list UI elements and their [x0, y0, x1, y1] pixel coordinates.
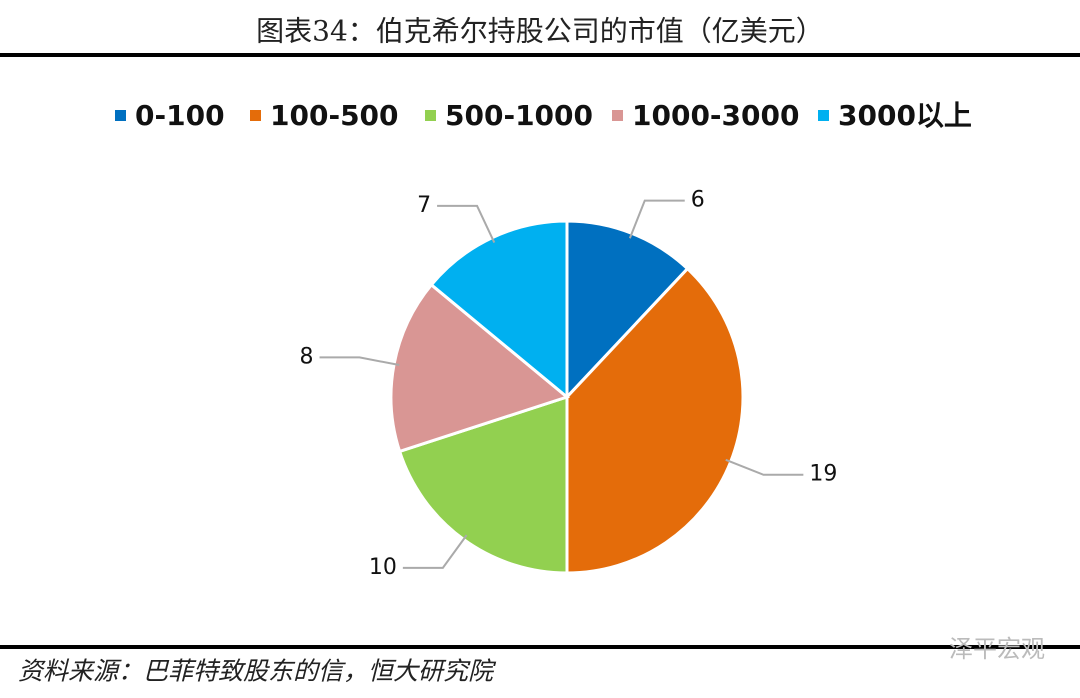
legend-label: 3000以上: [838, 99, 972, 132]
data-label: 6: [691, 188, 705, 213]
data-label: 19: [809, 462, 837, 487]
leader-line: [628, 199, 685, 239]
leader-line: [725, 458, 804, 476]
leader-line: [402, 534, 468, 569]
chart-title: 图表34：伯克希尔持股公司的市值（亿美元）: [256, 15, 824, 48]
leader-line: [319, 356, 400, 366]
data-label: 10: [369, 555, 397, 580]
legend-swatch: [250, 110, 261, 121]
leader-line: [437, 204, 496, 243]
data-label: 8: [300, 344, 314, 369]
legend-label: 0-100: [135, 99, 225, 132]
source-note: 资料来源：巴菲特致股东的信，恒大研究院: [18, 657, 497, 686]
legend-label: 100-500: [270, 99, 399, 132]
title-rule: [0, 53, 1080, 57]
legend-swatch: [115, 110, 126, 121]
legend-swatch: [612, 110, 623, 121]
footer-rule: [0, 645, 1080, 649]
legend-swatch: [425, 110, 436, 121]
watermark: 泽平宏观: [949, 635, 1045, 663]
legend-label: 500-1000: [445, 99, 593, 132]
data-label: 7: [417, 193, 431, 218]
legend-swatch: [818, 110, 829, 121]
legend-label: 1000-3000: [632, 99, 799, 132]
